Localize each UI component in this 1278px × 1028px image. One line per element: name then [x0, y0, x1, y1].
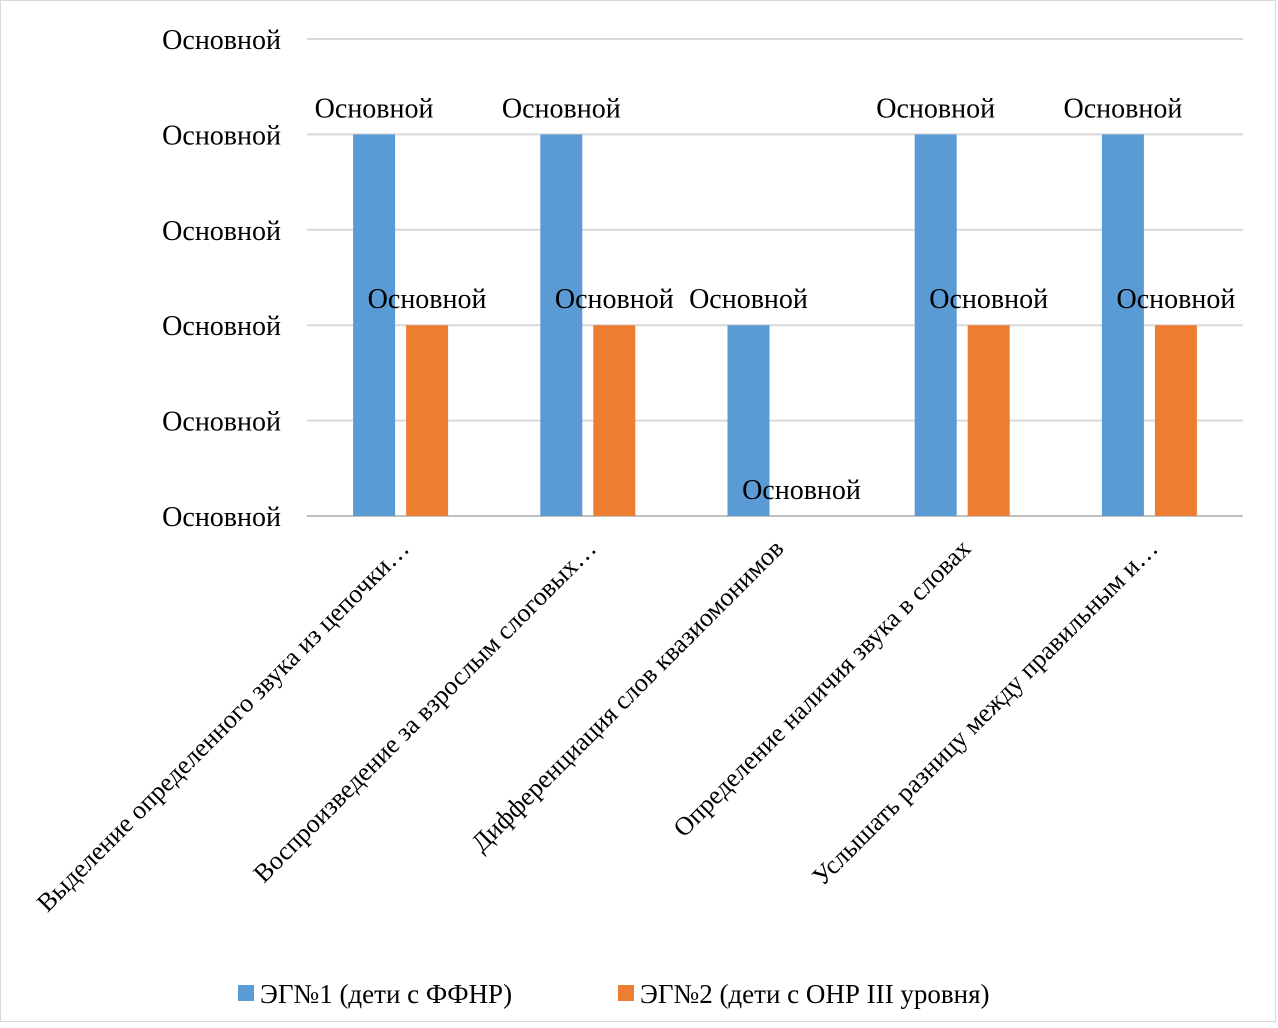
- bars: [353, 134, 1197, 516]
- legend-swatch: [618, 985, 634, 1001]
- legend-swatch: [238, 985, 254, 1001]
- y-tick-label: Основной: [162, 25, 281, 56]
- bar: [406, 325, 449, 516]
- data-label: Основной: [502, 93, 621, 124]
- category-label: Воспроизведение за взрослым слоговых…: [248, 534, 602, 888]
- data-label: Основной: [315, 93, 434, 124]
- data-label: Основной: [1063, 93, 1182, 124]
- y-tick-label: Основной: [162, 502, 281, 533]
- legend: ЭГ№1 (дети с ФФНР) ЭГ№2 (дети с ОНР III у…: [238, 979, 989, 1009]
- data-label: Основной: [742, 475, 861, 506]
- y-tick-label: Основной: [162, 407, 281, 438]
- data-labels: Основной Основной Основной Основной Основной…: [315, 93, 1236, 506]
- legend-label: ЭГ№1 (дети с ФФНР): [260, 979, 512, 1009]
- data-label: Основной: [368, 284, 487, 315]
- category-labels: Выделение определенного звука из цепочки…: [31, 534, 1164, 918]
- bar: [727, 325, 770, 516]
- data-label: Основной: [555, 284, 674, 315]
- bar: [540, 134, 583, 516]
- data-label: Основной: [929, 284, 1048, 315]
- data-label: Основной: [876, 93, 995, 124]
- y-axis-tick-labels: Основной Основной Основной Основной Основной…: [162, 25, 281, 533]
- bar: [914, 134, 957, 516]
- y-tick-label: Основной: [162, 311, 281, 342]
- legend-label: ЭГ№2 (дети с ОНР III уровня): [640, 979, 989, 1009]
- data-label: Основной: [1116, 284, 1235, 315]
- y-tick-label: Основной: [162, 120, 281, 151]
- category-label: Определение наличия звука в словах: [668, 534, 977, 843]
- bar: [1154, 325, 1197, 516]
- y-tick-label: Основной: [162, 216, 281, 247]
- data-label: Основной: [689, 284, 808, 315]
- category-label: Выделение определенного звука из цепочки…: [31, 534, 415, 918]
- bar: [1101, 134, 1144, 516]
- bar: [967, 325, 1010, 516]
- category-label: Дифференциация слов квазиомонимов: [465, 534, 789, 858]
- bar: [353, 134, 396, 516]
- bar: [593, 325, 636, 516]
- gridlines: [307, 38, 1243, 517]
- category-label: Услышать разницу между правильным и…: [806, 534, 1163, 891]
